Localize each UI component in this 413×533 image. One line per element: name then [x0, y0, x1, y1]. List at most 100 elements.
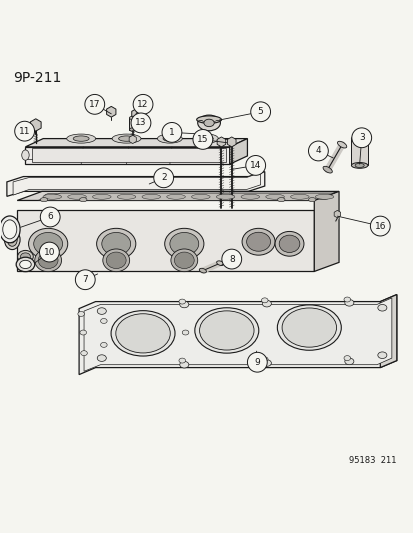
Ellipse shape	[344, 300, 353, 306]
Ellipse shape	[213, 193, 229, 199]
Circle shape	[245, 156, 265, 175]
Ellipse shape	[102, 249, 129, 272]
Text: 13: 13	[135, 118, 146, 127]
Ellipse shape	[73, 136, 89, 141]
Circle shape	[221, 249, 241, 269]
Ellipse shape	[240, 195, 259, 199]
Ellipse shape	[80, 330, 86, 335]
Ellipse shape	[118, 136, 134, 141]
Ellipse shape	[18, 251, 33, 263]
Ellipse shape	[163, 136, 176, 141]
Ellipse shape	[200, 136, 213, 141]
Ellipse shape	[197, 115, 220, 131]
Polygon shape	[7, 172, 264, 196]
Ellipse shape	[7, 233, 17, 246]
Circle shape	[247, 352, 267, 372]
Circle shape	[131, 113, 150, 133]
Text: 12: 12	[137, 100, 148, 109]
Ellipse shape	[179, 361, 188, 368]
Ellipse shape	[354, 163, 363, 167]
Ellipse shape	[78, 311, 84, 317]
Ellipse shape	[277, 305, 340, 350]
Ellipse shape	[111, 311, 175, 356]
Ellipse shape	[145, 193, 161, 199]
Circle shape	[370, 216, 389, 236]
Ellipse shape	[78, 193, 94, 199]
Polygon shape	[17, 191, 338, 200]
Ellipse shape	[112, 193, 128, 199]
Circle shape	[40, 207, 60, 227]
Polygon shape	[17, 209, 313, 271]
Ellipse shape	[21, 253, 30, 260]
Circle shape	[192, 130, 212, 149]
Ellipse shape	[169, 232, 198, 255]
Ellipse shape	[0, 216, 20, 243]
Ellipse shape	[166, 195, 185, 199]
Ellipse shape	[191, 195, 209, 199]
Ellipse shape	[43, 195, 62, 199]
Ellipse shape	[278, 235, 299, 253]
Ellipse shape	[81, 351, 87, 356]
Ellipse shape	[66, 134, 95, 143]
Ellipse shape	[179, 193, 195, 199]
Ellipse shape	[351, 136, 367, 141]
Ellipse shape	[308, 198, 315, 201]
Ellipse shape	[242, 228, 274, 255]
Ellipse shape	[204, 119, 214, 127]
Ellipse shape	[377, 352, 386, 359]
Ellipse shape	[196, 116, 221, 123]
Ellipse shape	[164, 228, 204, 259]
Polygon shape	[13, 172, 260, 195]
Ellipse shape	[142, 195, 160, 199]
Polygon shape	[313, 191, 338, 271]
Circle shape	[250, 102, 270, 122]
Ellipse shape	[280, 193, 297, 199]
Ellipse shape	[129, 128, 136, 131]
Polygon shape	[229, 139, 247, 164]
Ellipse shape	[33, 232, 62, 255]
Circle shape	[351, 128, 371, 148]
Ellipse shape	[112, 134, 141, 143]
Polygon shape	[31, 149, 225, 162]
Ellipse shape	[35, 249, 62, 272]
Circle shape	[39, 242, 59, 262]
Ellipse shape	[277, 198, 284, 201]
Ellipse shape	[157, 134, 182, 143]
Text: 5: 5	[257, 107, 263, 116]
Ellipse shape	[265, 195, 284, 199]
Ellipse shape	[5, 230, 20, 249]
Ellipse shape	[216, 261, 223, 265]
Ellipse shape	[96, 228, 135, 259]
Polygon shape	[84, 298, 391, 372]
Text: 9: 9	[254, 358, 260, 367]
Text: 11: 11	[19, 127, 30, 136]
Ellipse shape	[22, 150, 29, 160]
Ellipse shape	[44, 193, 60, 199]
Ellipse shape	[343, 297, 350, 302]
Ellipse shape	[343, 356, 350, 361]
Ellipse shape	[116, 314, 170, 353]
Circle shape	[85, 94, 104, 114]
Ellipse shape	[315, 195, 333, 199]
Circle shape	[133, 94, 152, 114]
Ellipse shape	[261, 298, 268, 303]
Ellipse shape	[322, 166, 332, 173]
Ellipse shape	[246, 232, 270, 251]
Circle shape	[75, 270, 95, 289]
Ellipse shape	[314, 193, 330, 199]
Ellipse shape	[216, 195, 234, 199]
Ellipse shape	[129, 116, 136, 119]
Ellipse shape	[10, 236, 15, 243]
Ellipse shape	[68, 195, 86, 199]
Text: 7: 7	[82, 275, 88, 284]
Ellipse shape	[262, 300, 271, 307]
Circle shape	[153, 168, 173, 188]
Ellipse shape	[351, 163, 367, 168]
Polygon shape	[38, 193, 334, 200]
Circle shape	[161, 123, 181, 142]
Ellipse shape	[117, 195, 135, 199]
Ellipse shape	[20, 260, 31, 269]
Polygon shape	[380, 295, 396, 368]
Text: 95183  211: 95183 211	[349, 456, 396, 465]
Ellipse shape	[100, 342, 107, 348]
